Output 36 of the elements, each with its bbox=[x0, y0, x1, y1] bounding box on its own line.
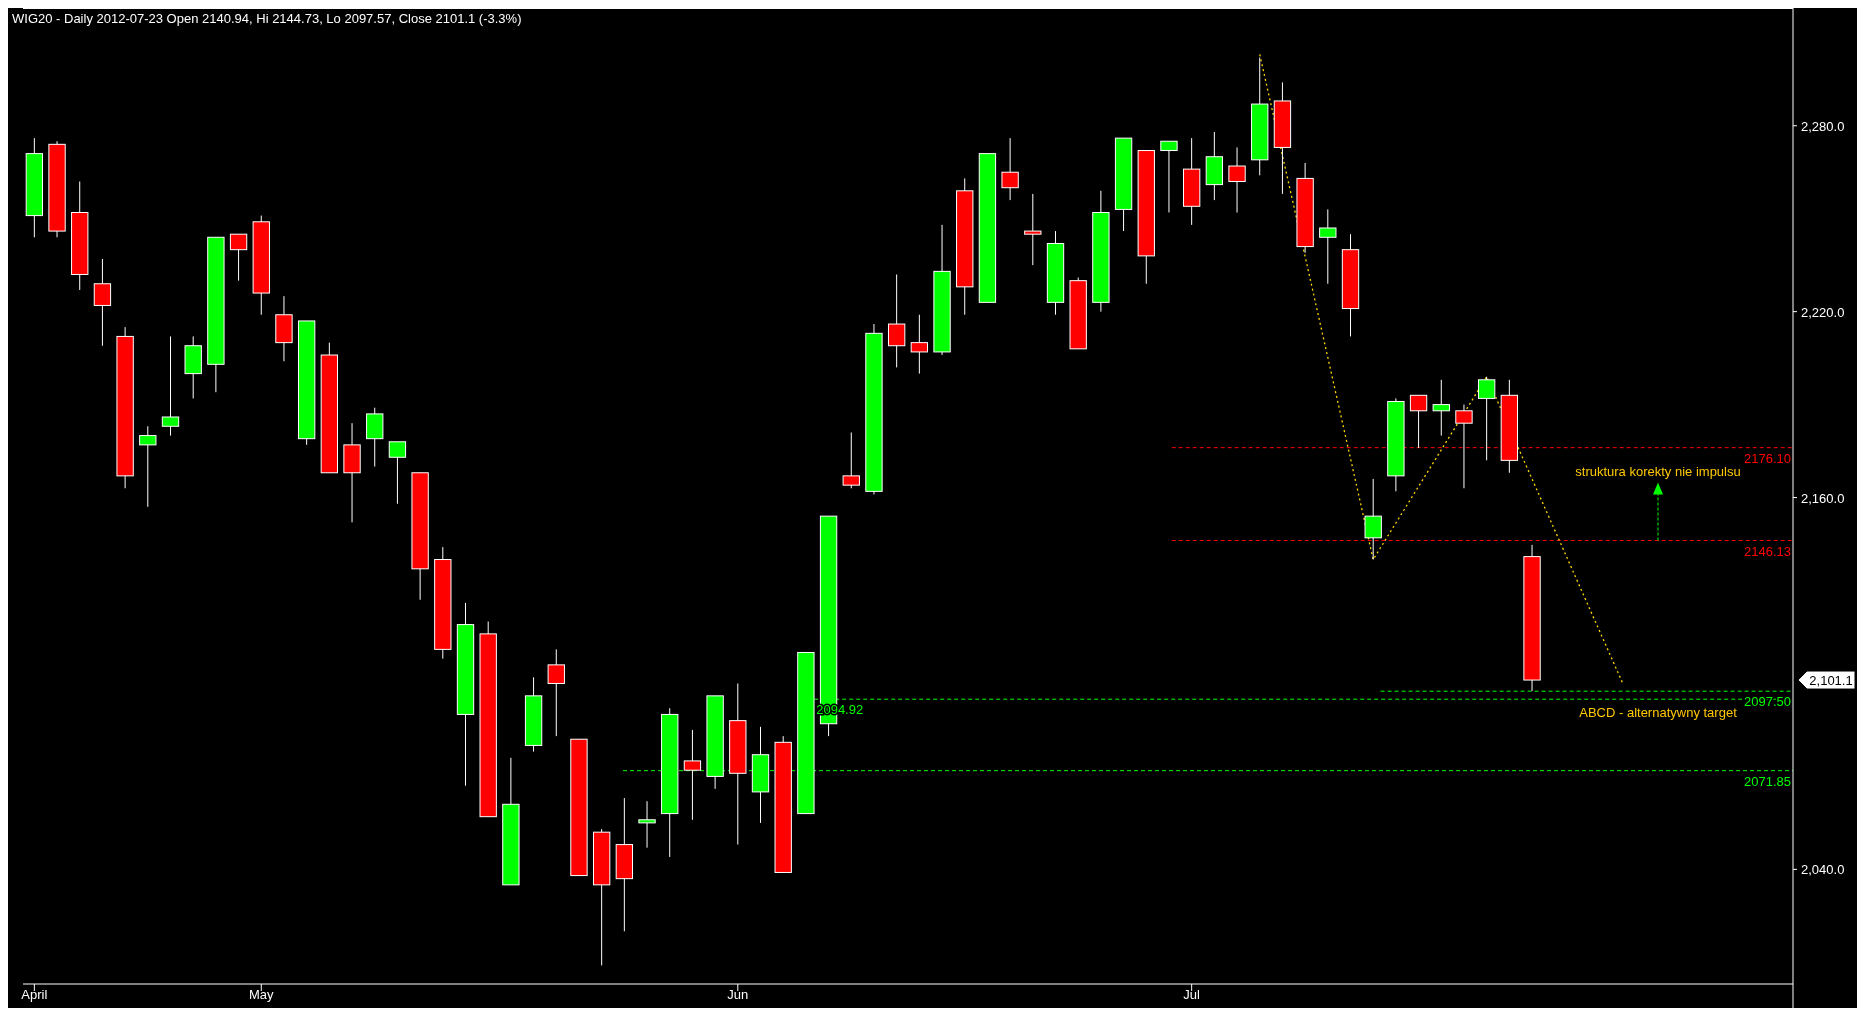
x-tick-label: Jul bbox=[1183, 987, 1201, 1002]
annotation: ABCD - alternatywny target bbox=[1579, 704, 1738, 720]
chart-title: WIG20 - Daily 2012-07-23 Open 2140.94, Hi 2144.73, Lo 2097.57, Close 2101.1 (-3.3%) bbox=[12, 11, 522, 26]
candlestick bbox=[139, 425, 157, 508]
text: 2,101.1 bbox=[1809, 673, 1853, 689]
candlestick bbox=[1319, 208, 1337, 285]
ref-line-label: 2071.85 bbox=[1744, 773, 1791, 789]
candlestick bbox=[1001, 137, 1019, 201]
ref-line-label: 2176.10 bbox=[1744, 450, 1791, 466]
candlestick bbox=[910, 314, 929, 375]
y-tick-label: 2,040.0 bbox=[1801, 862, 1845, 878]
candlestick bbox=[1228, 146, 1246, 213]
candlestick bbox=[93, 258, 112, 347]
y-tick-label: 2,220.0 bbox=[1801, 304, 1845, 320]
candlestick bbox=[1160, 140, 1178, 213]
ref-line-label: 2146.13 bbox=[1744, 543, 1791, 559]
line-series bbox=[1259, 53, 1624, 685]
candlestick bbox=[842, 431, 860, 489]
x-tick-label: April bbox=[21, 987, 48, 1002]
candlestick bbox=[683, 729, 702, 821]
y-tick-label: 2,160.0 bbox=[1801, 490, 1845, 506]
candlestick bbox=[1432, 379, 1450, 437]
ref-line-label: 2097.50 bbox=[1744, 694, 1791, 710]
candlestick bbox=[887, 273, 906, 368]
candlestick bbox=[229, 233, 248, 282]
candlestick bbox=[1364, 478, 1382, 561]
candlestick bbox=[638, 800, 656, 849]
candlestick bbox=[1477, 376, 1496, 461]
candlestick bbox=[388, 441, 407, 505]
candlestick bbox=[161, 335, 180, 437]
x-tick-label: May bbox=[248, 987, 275, 1002]
x-tick-label: Jun bbox=[727, 987, 749, 1002]
y-tick-label: 2,280.0 bbox=[1801, 118, 1845, 134]
annotation: struktura korekty nie impulsu bbox=[1575, 463, 1741, 479]
candlestick bbox=[547, 648, 565, 737]
candlestick bbox=[1024, 193, 1042, 266]
